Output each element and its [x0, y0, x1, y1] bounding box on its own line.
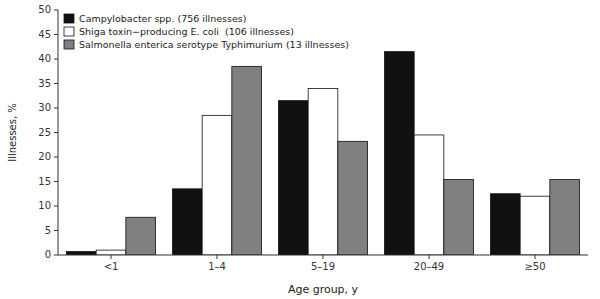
bar [520, 196, 550, 255]
bar [96, 250, 126, 255]
y-tick-label: 40 [38, 53, 51, 64]
y-tick [54, 10, 58, 11]
chart-container: 0 5 10 15 20 25 30 35 40 45 50 <1 1–4 5–19 20–49 ≥50 Age… [0, 0, 600, 299]
y-tick [54, 230, 58, 231]
y-tick [54, 59, 58, 60]
y-tick-label: 30 [38, 102, 51, 113]
bar [232, 66, 262, 255]
y-tick-label: 20 [38, 151, 51, 162]
x-tick-label: 20–49 [414, 261, 444, 272]
x-tick [429, 255, 430, 259]
bar [384, 52, 414, 255]
bar [202, 115, 232, 255]
y-tick-label: 50 [38, 4, 51, 15]
chart-svg: 0 5 10 15 20 25 30 35 40 45 50 <1 1–4 5–19 20–49 ≥50 Age… [0, 0, 600, 299]
x-tick-label: 5–19 [311, 261, 335, 272]
legend-swatch [64, 27, 74, 36]
bar [66, 252, 96, 255]
y-tick [54, 132, 58, 133]
y-tick-label: 35 [38, 78, 51, 89]
bar [172, 189, 202, 255]
x-tick [111, 255, 112, 259]
x-tick-label: ≥50 [524, 261, 545, 272]
y-tick [54, 157, 58, 158]
y-axis-label: Illnesses, % [7, 103, 18, 162]
x-tick [217, 255, 218, 259]
bar [338, 141, 368, 255]
y-tick [54, 206, 58, 207]
legend-label: Campylobacter spp. (756 illnesses) [79, 13, 246, 24]
y-tick [54, 181, 58, 182]
y-tick [54, 108, 58, 109]
y-tick [54, 34, 58, 35]
y-tick-label: 15 [38, 176, 51, 187]
x-tick-label: <1 [104, 261, 119, 272]
bar [278, 101, 308, 255]
y-tick [54, 83, 58, 84]
bar [444, 180, 474, 255]
y-tick-label: 10 [38, 200, 51, 211]
legend-swatch [64, 40, 74, 49]
y-tick-label: 0 [45, 249, 51, 260]
x-tick-label: 1–4 [208, 261, 226, 272]
legend-label: Salmonella enterica serotype Typhimurium… [79, 39, 349, 50]
x-tick [323, 255, 324, 259]
legend-label: Shiga toxin−producing E. coli (106 illne… [79, 26, 294, 37]
bar [126, 217, 156, 255]
x-tick [535, 255, 536, 259]
legend-swatch [64, 14, 74, 23]
bars [66, 52, 579, 255]
y-tick-label: 25 [38, 127, 51, 138]
legend: Campylobacter spp. (756 illnesses) Shiga … [64, 13, 349, 50]
bar [550, 180, 580, 255]
y-tick [54, 255, 58, 256]
x-axis-label: Age group, y [288, 283, 359, 296]
bar [490, 194, 520, 255]
bar [414, 135, 444, 255]
y-tick-label: 45 [38, 29, 51, 40]
y-tick-label: 5 [45, 225, 51, 236]
bar [308, 88, 338, 255]
